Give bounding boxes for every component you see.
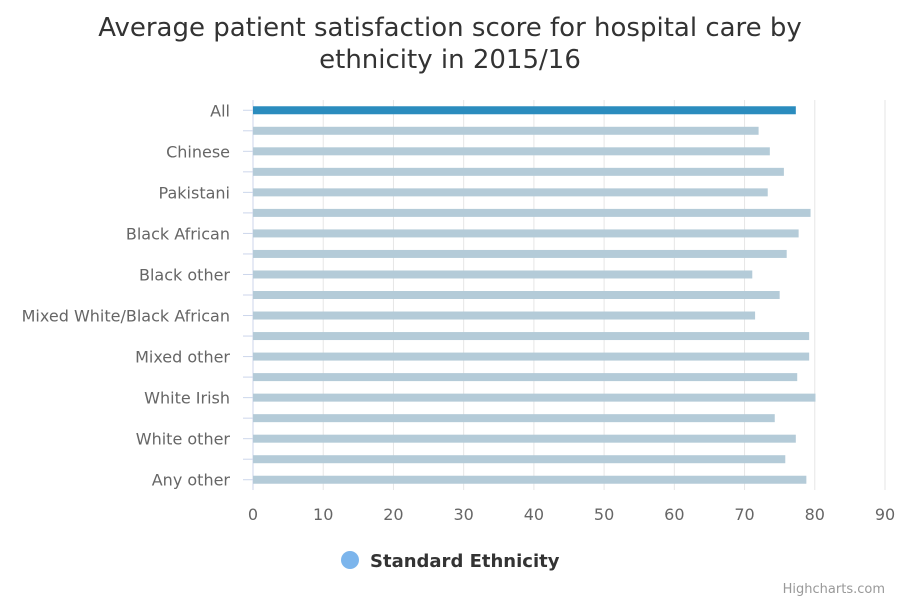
bar[interactable] (253, 455, 786, 464)
bar[interactable] (253, 352, 810, 361)
bar[interactable] (253, 332, 810, 341)
legend[interactable]: Standard Ethnicity (341, 551, 560, 572)
x-tick-label: 60 (664, 505, 684, 524)
x-axis-labels: 0 10 20 30 40 50 60 70 80 90 (248, 505, 895, 524)
bar[interactable] (253, 475, 807, 484)
bar[interactable] (253, 229, 799, 238)
bar[interactable] (253, 167, 784, 176)
bar[interactable] (253, 291, 780, 299)
bar[interactable] (253, 393, 816, 402)
category-label: Pakistani (159, 183, 230, 202)
bar[interactable] (253, 270, 753, 279)
category-label: Mixed other (135, 348, 230, 367)
bar[interactable] (253, 126, 759, 135)
bar[interactable] (253, 249, 787, 258)
bar[interactable] (253, 208, 811, 217)
chart-title-line: ethnicity in 2015/16 (319, 45, 581, 75)
bar[interactable] (253, 373, 798, 382)
category-axis: All Chinese Pakistani Black African Black ot… (22, 101, 253, 490)
x-tick-label: 30 (453, 505, 473, 524)
x-tick-label: 10 (313, 505, 333, 524)
category-label: Mixed White/Black African (22, 307, 230, 326)
category-label: All (210, 101, 230, 120)
legend-label[interactable]: Standard Ethnicity (370, 551, 560, 572)
bar[interactable] (253, 188, 768, 197)
bar[interactable] (253, 434, 796, 443)
legend-marker[interactable] (341, 551, 359, 569)
category-label: Black other (139, 265, 230, 284)
x-tick-label: 80 (805, 505, 825, 524)
category-label: White Irish (144, 389, 230, 408)
chart-title: Average patient satisfaction score for h… (98, 13, 802, 75)
x-tick-label: 70 (734, 505, 754, 524)
x-tick-label: 20 (383, 505, 403, 524)
category-label: Chinese (166, 142, 230, 161)
category-label: White other (136, 430, 231, 449)
x-tick-label: 0 (248, 505, 258, 524)
credits-link[interactable]: Highcharts.com (783, 582, 885, 597)
x-tick-label: 50 (594, 505, 614, 524)
bar[interactable] (253, 147, 770, 156)
chart-title-line: Average patient satisfaction score for h… (98, 13, 802, 43)
x-tick-label: 40 (524, 505, 544, 524)
x-tick-label: 90 (875, 505, 895, 524)
category-label: Any other (152, 471, 231, 490)
bar[interactable] (253, 311, 756, 320)
bar[interactable] (253, 106, 796, 115)
category-label: Black African (126, 224, 230, 243)
bar-series[interactable] (253, 106, 816, 484)
bar[interactable] (253, 414, 775, 423)
